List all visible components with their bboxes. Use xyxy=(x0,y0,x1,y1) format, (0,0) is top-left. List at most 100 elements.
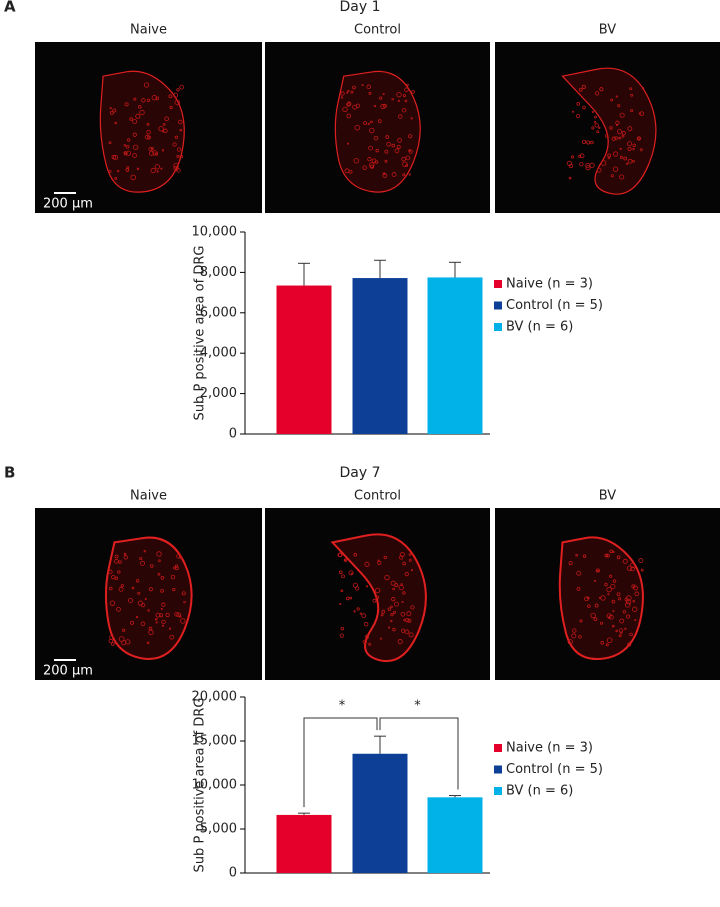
tissue-speck xyxy=(130,174,137,181)
tissue-speck xyxy=(401,156,406,162)
tissue-speck xyxy=(126,166,130,170)
tissue-speck xyxy=(114,121,118,125)
tissue-speck xyxy=(411,90,415,94)
tissue-speck xyxy=(183,600,186,604)
tissue-speck xyxy=(606,586,612,593)
tissue-speck xyxy=(161,149,165,152)
tissue-speck xyxy=(341,574,345,579)
tissue-speck xyxy=(363,121,367,125)
tissue-speck xyxy=(373,104,377,108)
tissue-speck xyxy=(175,566,179,571)
tissue-speck xyxy=(618,628,624,633)
y-tick-label: 2,000 xyxy=(200,386,237,401)
tissue-speck xyxy=(617,129,623,135)
tissue-speck xyxy=(368,91,372,95)
tissue-speck xyxy=(629,632,633,637)
y-tick-label: 15,000 xyxy=(192,734,238,749)
tissue-speck xyxy=(626,614,631,619)
tissue-outline xyxy=(334,70,421,193)
tissue-speck xyxy=(129,117,133,121)
tissue-speck xyxy=(598,126,601,129)
tissue-speck xyxy=(591,126,595,130)
error-bar xyxy=(374,735,386,754)
tissue-speck xyxy=(345,596,350,601)
tissue-speck xyxy=(595,91,600,96)
tissue-speck xyxy=(607,156,611,160)
tissue-speck xyxy=(155,96,160,101)
tissue-speck xyxy=(408,553,412,556)
tissue-speck xyxy=(571,633,577,639)
tissue-speck xyxy=(606,553,610,558)
tissue-speck xyxy=(627,565,633,571)
tissue-speck xyxy=(604,582,608,587)
tissue-speck xyxy=(634,619,637,622)
tissue-speck xyxy=(149,150,155,156)
tissue-speck xyxy=(140,560,146,566)
tissue-speck xyxy=(176,168,181,173)
tissue-speck xyxy=(630,93,634,97)
legend-swatch xyxy=(494,744,502,752)
tissue-speck xyxy=(609,574,613,578)
tissue-speck xyxy=(600,641,605,645)
chart-title: Day 1 xyxy=(339,0,380,15)
tissue-speck xyxy=(610,174,614,178)
tissue-speck xyxy=(604,553,609,558)
y-tick-label: 0 xyxy=(229,427,237,442)
tissue-speck xyxy=(181,591,186,596)
tissue-speck xyxy=(379,96,383,100)
tissue-speck xyxy=(131,586,135,590)
tissue-speck xyxy=(576,570,582,576)
tissue-speck xyxy=(632,143,636,148)
legend-label: BV (n = 6) xyxy=(506,320,573,335)
tissue-speck xyxy=(169,105,173,110)
tissue-speck xyxy=(146,98,151,103)
tissue-speck xyxy=(130,620,135,625)
tissue-speck xyxy=(169,634,175,640)
error-bar xyxy=(298,812,310,815)
y-tick-label: 20,000 xyxy=(192,690,238,705)
tissue-speck xyxy=(156,551,162,557)
tissue-speck xyxy=(402,591,406,595)
tissue-speck xyxy=(116,606,121,612)
tissue-speck xyxy=(629,87,633,91)
tissue-speck xyxy=(599,87,604,92)
tissue-speck xyxy=(117,570,121,574)
tissue-speck xyxy=(568,176,572,180)
tissue-speck xyxy=(600,621,604,625)
tissue-speck xyxy=(594,579,597,582)
tissue-speck xyxy=(179,84,185,90)
tissue-speck xyxy=(108,569,113,574)
tissue-speck xyxy=(381,609,386,614)
tissue-speck xyxy=(570,155,575,159)
tissue-speck xyxy=(619,174,625,180)
tissue-speck xyxy=(160,589,164,593)
tissue-speck xyxy=(609,126,613,130)
tissue-speck xyxy=(402,161,408,168)
tissue-speck xyxy=(390,619,393,623)
tissue-speck xyxy=(174,564,179,568)
tissue-speck xyxy=(174,612,179,617)
tissue-speck xyxy=(128,598,134,604)
tissue-speck xyxy=(354,124,361,131)
tissue-speck xyxy=(161,624,164,627)
tissue-speck xyxy=(617,597,622,601)
tissue-speck xyxy=(380,103,386,110)
tissue-speck xyxy=(391,597,396,602)
tissue-speck xyxy=(607,593,610,596)
bar xyxy=(276,814,332,873)
error-bar xyxy=(298,262,310,286)
tissue-speck xyxy=(627,126,633,132)
tissue-speck xyxy=(612,151,619,157)
image-label: BV xyxy=(599,489,617,504)
legend-label: Naive (n = 3) xyxy=(506,277,593,292)
tissue-speck xyxy=(143,549,147,553)
tissue-speck xyxy=(160,167,163,170)
tissue-speck xyxy=(404,572,409,577)
tissue-speck xyxy=(151,95,157,101)
tissue-speck xyxy=(350,572,354,575)
tissue-speck xyxy=(393,601,399,607)
tissue-speck xyxy=(353,552,358,557)
tissue-speck xyxy=(114,558,119,564)
tissue-speck xyxy=(363,622,369,627)
tissue-speck xyxy=(392,587,395,591)
